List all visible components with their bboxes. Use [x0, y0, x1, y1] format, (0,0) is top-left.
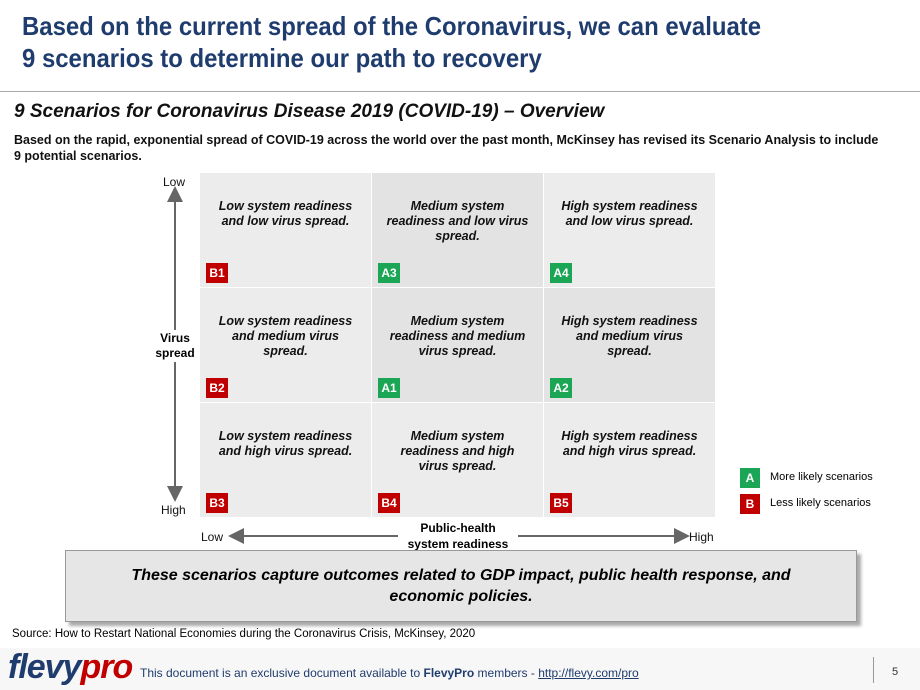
title-line: Based on the current spread of the Coron… — [22, 11, 762, 41]
logo: flevypro — [8, 648, 134, 687]
matrix-cell: Medium system readiness and medium virus… — [372, 288, 543, 402]
cell-text: Low system readiness and low virus sprea… — [218, 199, 353, 228]
title-line: 9 scenarios to determine our path to rec… — [22, 43, 542, 73]
cell-text: Low system readiness and medium virus sp… — [218, 314, 353, 358]
scenario-badge: A3 — [378, 263, 400, 283]
scenario-badge: A4 — [550, 263, 572, 283]
logo-main: flevy — [8, 648, 81, 686]
scenario-badge: B5 — [550, 493, 572, 513]
scenario-badge: B1 — [206, 263, 228, 283]
matrix-cell: Medium system readiness and high virus s… — [372, 403, 543, 517]
footer — [0, 648, 920, 690]
scenario-badge: B4 — [378, 493, 400, 513]
scenario-badge: B3 — [206, 493, 228, 513]
footer-text-before: This document is an exclusive document a… — [140, 666, 424, 680]
y-axis-top: Low — [163, 175, 186, 189]
x-axis-right: High — [689, 530, 714, 544]
legend-badge: A — [740, 468, 760, 488]
matrix-cell: Low system readiness and high virus spre… — [200, 403, 371, 517]
scenario-badge: A1 — [378, 378, 400, 398]
footer-brand: FlevyPro — [423, 666, 475, 680]
footer-text: This document is an exclusive document a… — [140, 666, 639, 680]
footer-text-mid: members - — [474, 666, 539, 680]
matrix-cell: High system readiness and medium virus s… — [544, 288, 715, 402]
matrix-cell: Low system readiness and low virus sprea… — [200, 173, 371, 287]
matrix-cell: High system readiness and low virus spre… — [544, 173, 715, 287]
matrix-cell: Low system readiness and medium virus sp… — [200, 288, 371, 402]
description: Based on the rapid, exponential spread o… — [14, 133, 879, 163]
matrix-cell: High system readiness and high virus spr… — [544, 403, 715, 517]
matrix: Low system readiness and low virus sprea… — [200, 173, 715, 517]
subtitle: 9 Scenarios for Coronavirus Disease 2019… — [14, 101, 605, 122]
callout-box: These scenarios capture outcomes related… — [65, 550, 857, 622]
divider — [0, 91, 920, 92]
footer-divider — [873, 657, 874, 683]
matrix-cell: Medium system readiness and low virus sp… — [372, 173, 543, 287]
x-axis-label: Public-health system readiness — [407, 521, 509, 551]
y-axis-bottom: High — [161, 503, 186, 517]
page-number: 5 — [892, 666, 899, 678]
scenario-badge: A2 — [550, 378, 572, 398]
scenario-badge: B2 — [206, 378, 228, 398]
x-axis-left: Low — [201, 530, 224, 544]
cell-text: Medium system readiness and high virus s… — [400, 429, 515, 473]
cell-text: High system readiness and low virus spre… — [561, 199, 698, 228]
footer-link[interactable]: http://flevy.com/pro — [538, 666, 639, 680]
legend-label: Less likely scenarios — [770, 497, 871, 509]
legend-badge: B — [740, 494, 760, 514]
y-axis-label: Virus spread — [155, 331, 195, 360]
cell-text: High system readiness and medium virus s… — [561, 314, 698, 358]
logo-accent: pro — [80, 648, 134, 686]
cell-text: Medium system readiness and low virus sp… — [386, 199, 529, 243]
source: Source: How to Restart National Economie… — [12, 628, 476, 640]
title: Based on the current spread of the Coron… — [22, 10, 761, 74]
cell-text: Medium system readiness and medium virus… — [389, 314, 526, 358]
callout: These scenarios capture outcomes related… — [131, 567, 791, 605]
legend-label: More likely scenarios — [770, 471, 873, 483]
cell-text: Low system readiness and high virus spre… — [218, 429, 353, 458]
cell-text: High system readiness and high virus spr… — [561, 429, 698, 458]
